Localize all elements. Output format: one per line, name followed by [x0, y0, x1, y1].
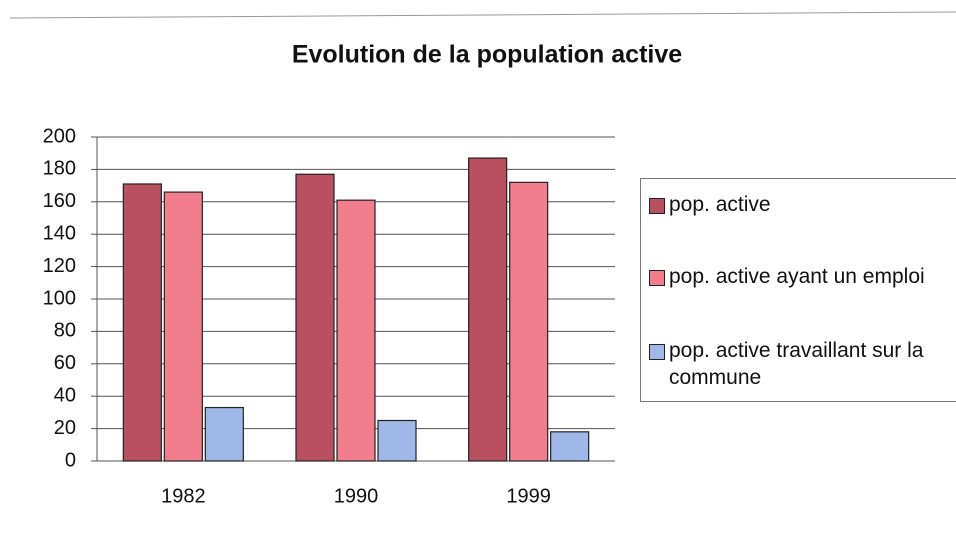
- legend-swatch: [649, 270, 665, 286]
- bar: [122, 183, 162, 462]
- legend-item: pop. active: [649, 191, 949, 218]
- bar: [295, 173, 335, 462]
- legend-label: pop. active ayant un emploi: [669, 265, 925, 288]
- legend-swatch: [649, 344, 665, 360]
- y-tick-label: 100: [43, 287, 76, 309]
- bar: [550, 431, 590, 462]
- y-tick-label: 60: [54, 352, 76, 374]
- y-tick-label: 180: [43, 158, 76, 180]
- y-tick-label: 40: [54, 384, 76, 406]
- bar: [509, 181, 549, 462]
- bar: [377, 419, 417, 462]
- x-tick-label: 1999: [506, 485, 551, 507]
- legend-label: pop. active travaillant sur la commune: [669, 339, 924, 389]
- legend-item: pop. active travaillant sur la commune: [649, 337, 949, 391]
- legend-swatch: [649, 198, 665, 214]
- bar: [163, 191, 203, 462]
- bar: [468, 157, 508, 462]
- legend: pop. active pop. active ayant un emploi po…: [640, 178, 956, 402]
- y-tick-label: 120: [43, 255, 76, 277]
- x-tick-label: 1990: [334, 485, 379, 507]
- y-tick-label: 20: [54, 417, 76, 439]
- y-tick-label: 140: [43, 222, 76, 244]
- y-tick-label: 0: [65, 449, 76, 471]
- x-tick-label: 1982: [161, 485, 206, 507]
- bar: [204, 406, 244, 462]
- chart-title: Evolution de la population active: [292, 41, 682, 69]
- bar: [336, 199, 376, 462]
- y-tick-label: 80: [54, 320, 76, 342]
- y-tick-label: 160: [43, 190, 76, 212]
- y-tick-label: 200: [43, 125, 76, 147]
- legend-item: pop. active ayant un emploi: [649, 263, 949, 290]
- frame-top: [9, 11, 956, 19]
- legend-label: pop. active: [669, 193, 771, 216]
